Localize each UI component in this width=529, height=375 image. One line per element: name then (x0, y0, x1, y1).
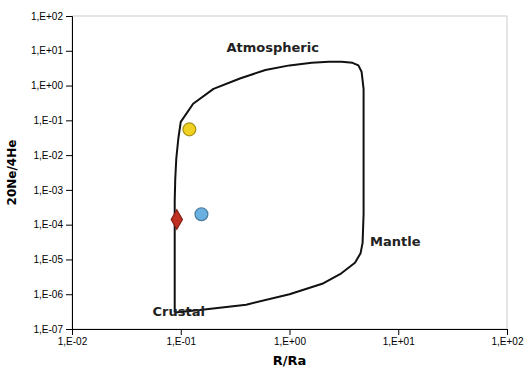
axis-line (73, 330, 508, 336)
tick-mark (66, 294, 72, 295)
tick-label: 1,E-02 (34, 150, 64, 161)
tick: 1,E-01 (34, 115, 72, 126)
x-axis: 1,E-02 1,E-01 1,E+00 1,E+01 1,E+02 (58, 329, 524, 347)
tick-mark (66, 86, 72, 87)
tick: 1,E-02 (34, 150, 72, 161)
tick: 1,E+00 (31, 80, 72, 91)
tick-label: 1,E-04 (34, 219, 64, 230)
plot-frame (72, 16, 507, 329)
tick-label: 1,E+00 (31, 80, 63, 91)
curve (175, 62, 364, 313)
tick-label: 1,E-03 (34, 185, 64, 196)
tick-label: 1,E-06 (34, 289, 64, 300)
tick-mark (66, 155, 72, 156)
tick: 1,E-04 (34, 219, 72, 230)
tick-mark (66, 225, 72, 226)
tick-label: 1,E-01 (34, 115, 64, 126)
tick: 1,E-06 (34, 289, 72, 300)
y-axis: 1,E-07 1,E-06 1,E-05 1,E-04 1,E-03 1,E-02 1,E-… (31, 11, 72, 335)
tick-mark (507, 329, 508, 335)
tick-label: 1,E+02 (31, 11, 63, 22)
tick-label: 1,E-01 (167, 336, 197, 347)
tick: 1,E+01 (31, 45, 72, 56)
tick-mark (66, 259, 72, 260)
tick-mark (66, 51, 72, 52)
tick: 1,E-01 (167, 329, 197, 347)
tick: 1,E+00 (274, 329, 306, 347)
tick-label: 1,E-07 (34, 324, 64, 335)
tick-label: 1,E-02 (58, 336, 88, 347)
annotation: Atmospheric (226, 40, 318, 55)
y-axis-title: 20Ne/4He (5, 140, 19, 206)
tick-label: 1,E-05 (34, 254, 64, 265)
point (183, 123, 196, 136)
tick-label: 1,E+01 (31, 45, 63, 56)
tick-mark (181, 329, 182, 335)
x-axis-title: R/Ra (273, 353, 307, 368)
tick-label: 1,E+00 (274, 336, 306, 347)
tick-mark (66, 329, 72, 330)
tick: 1,E+02 (492, 329, 524, 347)
tick: 1,E-05 (34, 254, 72, 265)
tick: 1,E+02 (31, 11, 72, 22)
tick-label: 1,E+01 (383, 336, 415, 347)
axis-line (66, 17, 73, 330)
chart: 1,E-021,E-011,E+001,E+011,E+021,E-071,E-… (0, 0, 529, 375)
tick: 1,E+01 (383, 329, 415, 347)
tick-mark (66, 16, 72, 17)
tick: 1,E-03 (34, 185, 72, 196)
tick-mark (66, 120, 72, 121)
data-layer (171, 62, 363, 313)
tick-label: 1,E+02 (492, 336, 524, 347)
tick-mark (290, 329, 291, 335)
point (171, 210, 182, 230)
annotation: Crustal (153, 304, 205, 319)
plot: 1,E-021,E-011,E+001,E+011,E+021,E-071,E-… (31, 11, 524, 347)
annotation: Mantle (370, 234, 421, 249)
tick-mark (398, 329, 399, 335)
tick: 1,E-07 (34, 324, 72, 335)
point (195, 208, 208, 221)
tick-mark (66, 190, 72, 191)
